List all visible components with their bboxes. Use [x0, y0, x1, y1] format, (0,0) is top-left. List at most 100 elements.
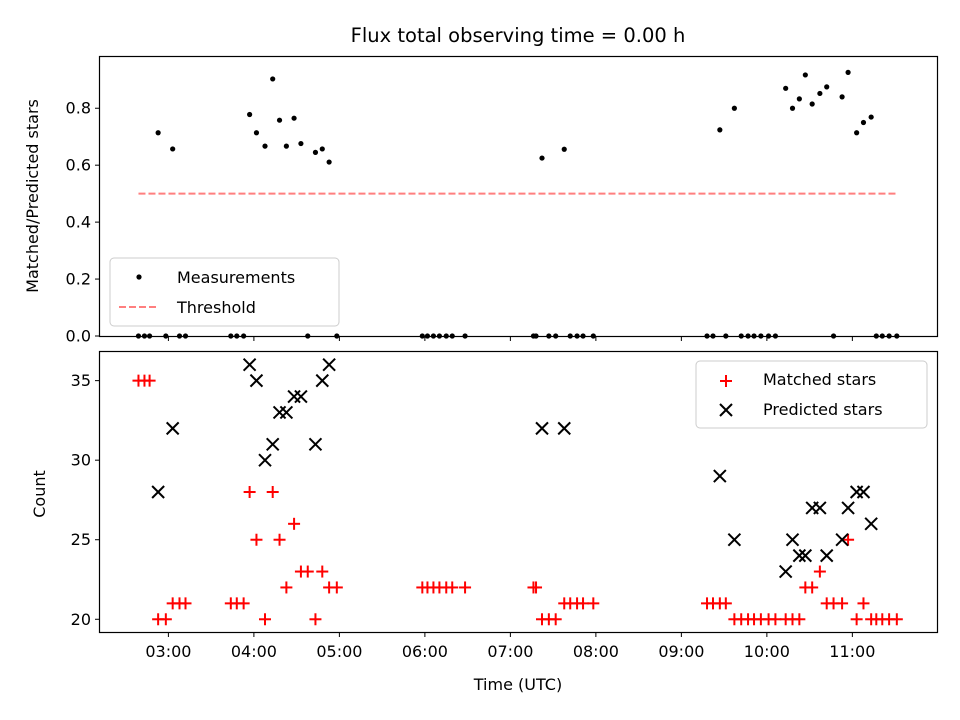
- matched-star-point: [530, 581, 543, 594]
- legend-predicted-marker: [719, 403, 733, 417]
- matched-star-point: [301, 565, 314, 578]
- legend-matched-label: Matched stars: [763, 370, 876, 389]
- matched-star-point: [459, 581, 472, 594]
- measurement-point: [824, 84, 830, 90]
- x-tick-label: 10:00: [744, 642, 790, 661]
- measurement-point: [731, 105, 737, 111]
- chart-title: Flux total observing time = 0.00 h: [351, 24, 686, 47]
- x-tick-label: 11:00: [829, 642, 875, 661]
- matched-star-point: [890, 613, 903, 626]
- ratio-legend: Measurements Threshold: [109, 257, 340, 327]
- x-tick-label: 09:00: [658, 642, 704, 661]
- y-tick-label: 35: [71, 371, 91, 390]
- predicted-star-point: [820, 548, 834, 563]
- predicted-star-point: [864, 517, 878, 531]
- matched-star-point: [577, 597, 590, 610]
- measurement-point: [155, 130, 161, 136]
- predicted-star-point: [279, 405, 294, 420]
- predicted-star-point: [785, 533, 800, 547]
- legend-threshold-label: Threshold: [176, 298, 256, 317]
- matched-star-point: [259, 613, 272, 626]
- predicted-star-point: [165, 421, 180, 436]
- measurement-point: [839, 94, 845, 100]
- matched-star-point: [159, 613, 172, 626]
- measurement-point: [845, 69, 851, 75]
- predicted-star-point: [835, 533, 849, 547]
- measurement-point: [561, 146, 567, 152]
- y-tick-label: 0.2: [66, 270, 91, 289]
- legend-measurements-marker: [136, 274, 142, 280]
- y-tick-label: 0.0: [66, 327, 91, 346]
- matched-star-point: [330, 581, 343, 594]
- legend-measurements-label: Measurements: [177, 268, 295, 287]
- predicted-star-point: [727, 533, 742, 547]
- measurement-point: [539, 155, 545, 161]
- matched-star-point: [316, 565, 329, 578]
- x-tick-label: 04:00: [231, 642, 277, 661]
- x-tick-label: 07:00: [487, 642, 533, 661]
- ratio-y-axis-label: Matched/Predicted stars: [23, 99, 42, 293]
- ratio-axes-frame: [98, 55, 939, 338]
- matched-star-point: [309, 613, 322, 626]
- predicted-star-point: [294, 389, 308, 404]
- matched-star-point: [446, 581, 459, 594]
- measurement-point: [247, 111, 253, 118]
- measurement-point: [253, 130, 260, 136]
- predicted-star-point: [249, 373, 264, 388]
- measurement-point: [809, 101, 815, 107]
- measurement-point: [854, 130, 860, 136]
- measurement-point: [276, 117, 283, 123]
- count-legend-box: [695, 360, 928, 429]
- measurement-point: [291, 115, 297, 121]
- predicted-star-point: [258, 453, 272, 467]
- measurement-point: [326, 159, 332, 165]
- predicted-star-point: [713, 469, 727, 483]
- matched-star-point: [836, 597, 849, 610]
- predicted-star-point: [841, 501, 855, 515]
- matched-star-point: [237, 597, 250, 610]
- predicted-star-point: [315, 373, 329, 388]
- measurement-point: [262, 143, 268, 149]
- matched-star-point: [850, 613, 863, 626]
- x-tick-label: 03:00: [145, 642, 191, 661]
- count-points: [132, 358, 903, 626]
- y-tick-label: 30: [71, 451, 91, 470]
- measurement-point: [789, 105, 796, 111]
- predicted-star-point: [242, 358, 257, 372]
- x-tick-label: 06:00: [402, 642, 448, 661]
- matched-star-point: [842, 533, 855, 546]
- ratio-axis-ticks: 0.0 0.2 0.4 0.6 0.8: [66, 99, 853, 346]
- measurement-point: [270, 76, 276, 82]
- matched-star-point: [280, 581, 293, 594]
- x-axis-label: Time (UTC): [473, 675, 562, 694]
- matched-star-point: [243, 486, 256, 498]
- y-tick-label: 0.4: [66, 213, 91, 232]
- measurement-point: [170, 146, 176, 152]
- matched-star-point: [179, 597, 192, 610]
- measurement-point: [312, 149, 319, 155]
- predicted-star-point: [265, 437, 280, 451]
- predicted-star-point: [557, 421, 571, 436]
- matched-star-point: [719, 597, 732, 610]
- count-axis-ticks: 20 25 30 35 03:00 04:00 05:00 06:00 07:00 08:00 09…: [71, 371, 876, 661]
- count-axes-frame: [98, 350, 939, 634]
- ratio-legend-box: [109, 257, 340, 327]
- matched-star-point: [769, 613, 782, 626]
- y-tick-label: 0.8: [66, 99, 91, 118]
- measurement-point: [717, 127, 723, 133]
- x-tick-label: 08:00: [573, 642, 619, 661]
- matched-star-point: [549, 613, 562, 626]
- measurement-point: [868, 114, 874, 120]
- matched-star-point: [587, 597, 600, 610]
- count-legend: Matched stars Predicted stars: [695, 360, 928, 429]
- matched-star-point: [273, 533, 286, 546]
- measurement-point: [796, 96, 802, 102]
- count-y-axis-label: Count: [30, 470, 49, 518]
- predicted-star-point: [151, 485, 165, 499]
- predicted-star-point: [856, 485, 871, 499]
- matched-star-point: [288, 517, 301, 530]
- predicted-star-point: [813, 501, 827, 515]
- y-tick-label: 0.6: [66, 156, 91, 175]
